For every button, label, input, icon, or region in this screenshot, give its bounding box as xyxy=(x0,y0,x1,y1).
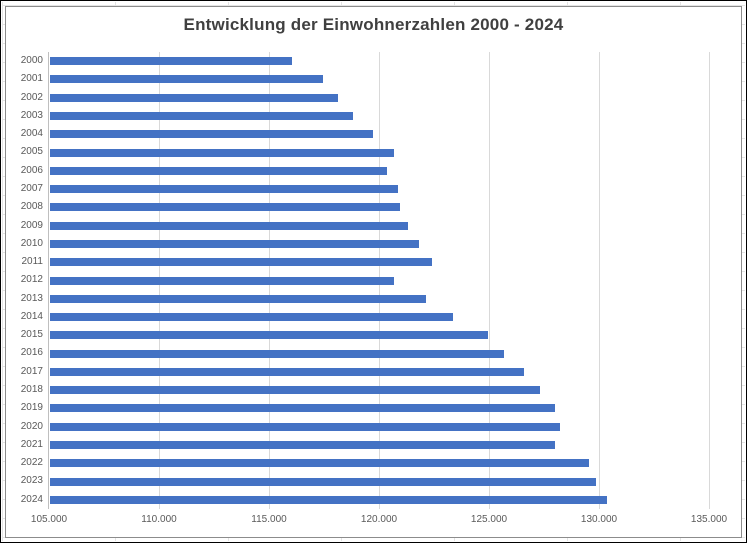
y-tick-label: 2012 xyxy=(20,274,43,286)
x-axis-labels: 105.000 110.000 115.000 120.000 125.000 130.0… xyxy=(31,514,727,528)
bar-2012 xyxy=(50,276,395,285)
bar-2006 xyxy=(50,166,387,175)
x-tick-label: 135.000 xyxy=(690,514,728,525)
y-tick-label: 2002 xyxy=(20,91,43,103)
y-tick-label: 2024 xyxy=(20,493,43,505)
bar-2019 xyxy=(50,404,555,413)
bar-2013 xyxy=(50,294,427,303)
y-tick-label: 2004 xyxy=(20,128,43,140)
bar-2014 xyxy=(50,313,453,322)
x-tick-label: 125.000 xyxy=(470,514,508,525)
chart-title: Entwicklung der Einwohnerzahlen 2000 - 2… xyxy=(183,15,564,34)
chart-object: Entwicklung der Einwohnerzahlen 2000 - 2… xyxy=(5,6,742,538)
bar-2002 xyxy=(50,93,339,102)
y-tick-label: 2017 xyxy=(20,365,43,377)
bar-2015 xyxy=(50,331,488,340)
y-tick-label: 2007 xyxy=(20,182,43,194)
y-tick-label: 2005 xyxy=(20,146,43,158)
bar-2000 xyxy=(50,57,292,66)
y-tick-label: 2006 xyxy=(20,164,43,176)
y-tick-label: 2022 xyxy=(20,457,43,469)
y-tick-label: 2015 xyxy=(20,329,43,341)
bar-2007 xyxy=(50,185,398,194)
bar-2023 xyxy=(50,477,596,486)
x-tick-label: 105.000 xyxy=(30,514,68,525)
bar-2022 xyxy=(50,459,589,468)
category-axis-line xyxy=(48,52,49,509)
y-tick-label: 2023 xyxy=(20,475,43,487)
plot-area xyxy=(48,52,710,509)
bar-2003 xyxy=(50,111,353,120)
y-tick-label: 2009 xyxy=(20,219,43,231)
bar-2021 xyxy=(50,441,555,450)
bar-2010 xyxy=(50,239,419,248)
y-tick-label: 2020 xyxy=(20,420,43,432)
y-tick-label: 2019 xyxy=(20,402,43,414)
y-tick-label: 2008 xyxy=(20,201,43,213)
bar-2016 xyxy=(50,349,505,358)
x-tick-label: 130.000 xyxy=(580,514,618,525)
bar-2024 xyxy=(50,495,607,504)
bar-2017 xyxy=(50,367,525,376)
bar-2018 xyxy=(50,386,540,395)
y-tick-label: 2000 xyxy=(20,55,43,66)
bar-2001 xyxy=(50,75,323,84)
x-tick-label: 120.000 xyxy=(360,514,398,525)
bar-2009 xyxy=(50,221,408,230)
x-tick-label: 110.000 xyxy=(141,514,177,525)
y-tick-label: 2013 xyxy=(20,292,43,304)
y-tick-label: 2018 xyxy=(20,384,43,396)
bar-2004 xyxy=(50,130,374,139)
gridline xyxy=(488,52,490,509)
bar-2005 xyxy=(50,148,395,157)
y-tick-label: 2014 xyxy=(20,310,43,322)
y-tick-label: 2003 xyxy=(20,109,43,121)
y-tick-label: 2016 xyxy=(20,347,43,359)
y-tick-label: 2010 xyxy=(20,237,43,249)
y-tick-label: 2021 xyxy=(20,438,43,450)
y-tick-label: 2001 xyxy=(20,73,43,85)
gridline xyxy=(709,52,710,509)
y-axis-labels: 2000 2001 2002 2003 2004 2005 2006 2007 2008 2009… xyxy=(6,52,46,509)
gridline xyxy=(599,52,600,509)
y-tick-label: 2011 xyxy=(21,256,43,268)
bar-2008 xyxy=(50,203,400,212)
bar-2011 xyxy=(50,258,432,267)
bar-2020 xyxy=(50,422,561,431)
x-tick-label: 115.000 xyxy=(251,514,287,525)
